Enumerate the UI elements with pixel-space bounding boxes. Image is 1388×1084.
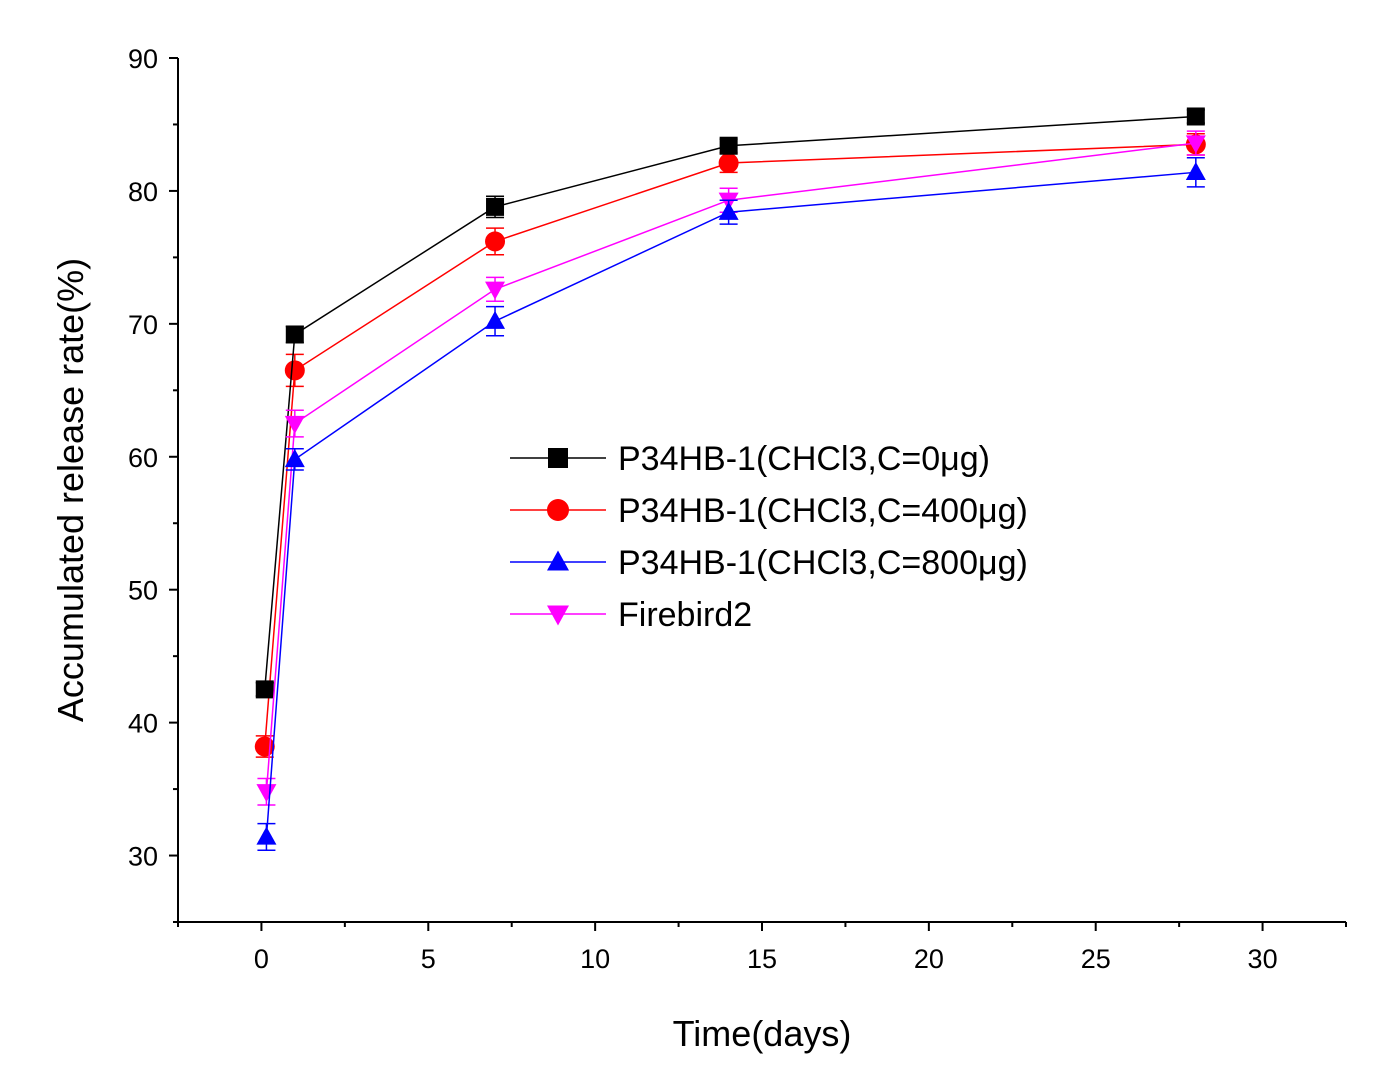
legend-label: Firebird2 <box>618 596 752 634</box>
legend-item-0: P34HB-1(CHCl3,C=0μg) <box>510 440 990 478</box>
y-tick-label: 60 <box>128 443 158 473</box>
x-tick-label: 0 <box>254 944 269 974</box>
legend-marker <box>547 499 569 521</box>
x-axis-title: Time(days) <box>673 1013 852 1054</box>
legend-item-2: P34HB-1(CHCl3,C=800μg) <box>510 544 1028 582</box>
data-point <box>285 325 304 344</box>
series-layer <box>254 107 1206 851</box>
x-tick-label: 5 <box>421 944 436 974</box>
legend-marker <box>547 605 569 626</box>
y-tick-label: 90 <box>128 44 158 74</box>
data-point <box>486 197 505 216</box>
data-point <box>254 736 275 757</box>
axes <box>177 58 1346 923</box>
data-point <box>718 153 739 174</box>
data-point <box>284 360 305 381</box>
legend-item-1: P34HB-1(CHCl3,C=400μg) <box>510 492 1028 530</box>
data-point <box>284 449 305 468</box>
legend-label: P34HB-1(CHCl3,C=800μg) <box>618 544 1028 582</box>
legend-label: P34HB-1(CHCl3,C=0μg) <box>618 440 990 478</box>
series-0 <box>255 107 1205 699</box>
y-tick-label: 80 <box>128 177 158 207</box>
data-point <box>485 231 506 252</box>
legend-label: P34HB-1(CHCl3,C=400μg) <box>618 492 1028 530</box>
data-point <box>719 136 738 155</box>
data-point <box>256 784 277 803</box>
legend-marker <box>547 550 569 571</box>
series-2 <box>256 156 1206 851</box>
data-point <box>718 201 739 220</box>
ticks: 30 40 50 60 70 80 90 0 5 10 15 20 25 30 <box>128 44 1347 974</box>
x-tick-label: 15 <box>747 944 777 974</box>
data-point <box>1186 107 1205 126</box>
data-point <box>284 415 305 434</box>
legend-item-3: Firebird2 <box>510 596 752 634</box>
x-tick-label: 20 <box>914 944 944 974</box>
data-point <box>1185 135 1206 154</box>
y-tick-label: 40 <box>128 709 158 739</box>
data-point <box>256 826 277 845</box>
y-tick-label: 30 <box>128 842 158 872</box>
y-axis-title: Accumulated release rate(%) <box>50 258 91 722</box>
x-tick-label: 25 <box>1081 944 1111 974</box>
x-tick-label: 10 <box>580 944 610 974</box>
data-point <box>1185 161 1206 180</box>
x-tick-label: 30 <box>1248 944 1278 974</box>
data-point <box>485 281 506 300</box>
legend: P34HB-1(CHCl3,C=0μg) P34HB-1(CHCl3,C=400μ… <box>510 440 1028 634</box>
legend-marker <box>548 448 568 468</box>
data-point <box>255 680 274 699</box>
data-point <box>485 310 506 329</box>
y-tick-label: 70 <box>128 310 158 340</box>
y-tick-label: 50 <box>128 576 158 606</box>
